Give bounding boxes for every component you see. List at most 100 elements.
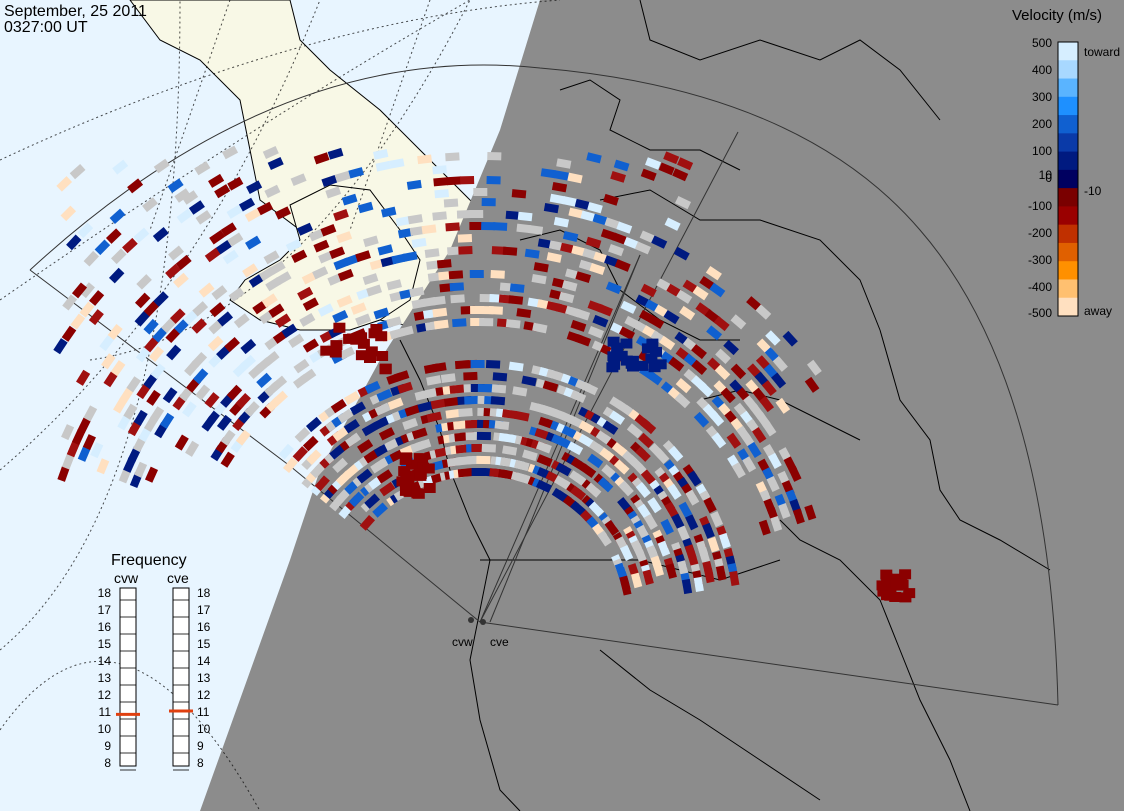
backscatter-cell bbox=[652, 560, 665, 577]
backscatter-cell bbox=[53, 338, 68, 355]
backscatter-cell bbox=[665, 563, 677, 579]
backscatter-cell bbox=[626, 454, 643, 471]
backscatter-cell bbox=[646, 370, 663, 386]
backscatter-cell bbox=[399, 454, 412, 465]
backscatter-cell bbox=[406, 459, 418, 470]
backscatter-cell bbox=[505, 210, 521, 220]
backscatter-cell bbox=[302, 435, 319, 452]
backscatter-cell bbox=[469, 269, 484, 279]
backscatter-cell bbox=[372, 502, 388, 518]
backscatter-cell bbox=[436, 259, 452, 269]
backscatter-cell bbox=[136, 274, 152, 290]
backscatter-cell bbox=[434, 189, 450, 199]
backscatter-cell bbox=[431, 362, 447, 373]
backscatter-cell bbox=[522, 449, 538, 462]
backscatter-cell bbox=[685, 514, 699, 531]
backscatter-cell bbox=[709, 410, 725, 427]
backscatter-cell bbox=[876, 580, 889, 591]
backscatter-cell bbox=[567, 172, 583, 184]
backscatter-cell bbox=[491, 384, 507, 394]
backscatter-cell bbox=[71, 282, 88, 299]
backscatter-cell bbox=[533, 262, 549, 273]
backscatter-cell bbox=[166, 344, 182, 361]
backscatter-cell bbox=[703, 497, 717, 514]
backscatter-cell bbox=[558, 291, 575, 304]
backscatter-cell bbox=[363, 235, 379, 248]
backscatter-cell bbox=[70, 313, 86, 330]
backscatter-cell bbox=[730, 363, 747, 380]
backscatter-cell bbox=[532, 322, 548, 334]
frequency-title: Frequency bbox=[111, 552, 187, 569]
backscatter-cell bbox=[378, 427, 395, 441]
backscatter-cell bbox=[502, 409, 517, 420]
backscatter-cell bbox=[357, 439, 374, 454]
backscatter-cell bbox=[362, 273, 379, 286]
backscatter-cell bbox=[607, 336, 620, 347]
backscatter-cell bbox=[458, 408, 473, 417]
backscatter-cell bbox=[634, 241, 651, 255]
backscatter-cell bbox=[317, 303, 334, 317]
backscatter-cell bbox=[663, 309, 680, 325]
backscatter-cell bbox=[204, 392, 220, 409]
backscatter-cell bbox=[343, 391, 361, 405]
frequency-scale-label: 13 bbox=[98, 671, 112, 685]
backscatter-cell bbox=[648, 314, 665, 329]
backscatter-cell bbox=[731, 462, 746, 479]
backscatter-cell bbox=[262, 145, 279, 160]
colorbar-swatch bbox=[1058, 96, 1078, 116]
backscatter-cell bbox=[775, 397, 791, 414]
backscatter-cell bbox=[357, 201, 374, 214]
backscatter-cell bbox=[172, 272, 189, 289]
backscatter-cell bbox=[469, 221, 484, 231]
backscatter-cell bbox=[148, 346, 165, 363]
colorbar-tick-label: -10 bbox=[1084, 184, 1102, 198]
backscatter-cell bbox=[61, 325, 77, 342]
backscatter-cell bbox=[766, 475, 780, 493]
backscatter-cell bbox=[325, 186, 342, 199]
backscatter-cell bbox=[66, 441, 80, 458]
backscatter-cell bbox=[300, 368, 317, 384]
backscatter-cell bbox=[204, 247, 221, 263]
backscatter-cell bbox=[404, 404, 421, 417]
backscatter-cell bbox=[348, 491, 365, 508]
frequency-scale-label: 16 bbox=[197, 620, 211, 634]
backscatter-cell bbox=[592, 314, 609, 328]
backscatter-cell bbox=[143, 300, 160, 317]
backscatter-cell bbox=[135, 346, 151, 363]
backscatter-cell bbox=[707, 536, 720, 553]
colorbar-tick-label: 200 bbox=[1032, 117, 1052, 131]
backscatter-cell bbox=[423, 483, 436, 493]
backscatter-cell bbox=[83, 405, 98, 422]
backscatter-cell bbox=[142, 197, 158, 213]
backscatter-cell bbox=[479, 317, 494, 327]
frequency-scale-label: 9 bbox=[104, 739, 111, 753]
backscatter-cell bbox=[61, 453, 75, 470]
backscatter-cell bbox=[613, 459, 630, 475]
backscatter-cell bbox=[211, 285, 228, 301]
backscatter-cell bbox=[220, 222, 237, 237]
backscatter-cell bbox=[149, 406, 165, 423]
backscatter-cell bbox=[625, 358, 638, 369]
backscatter-cell bbox=[697, 381, 714, 398]
backscatter-cell bbox=[377, 244, 394, 256]
backscatter-cell bbox=[742, 456, 757, 473]
backscatter-cell bbox=[592, 213, 609, 226]
backscatter-cell bbox=[397, 381, 413, 394]
backscatter-cell bbox=[376, 351, 389, 361]
backscatter-cell bbox=[77, 445, 91, 462]
backscatter-cell bbox=[730, 314, 747, 330]
colorbar-tick-label: -100 bbox=[1028, 199, 1052, 213]
backscatter-cell bbox=[405, 470, 418, 481]
backscatter-cell bbox=[804, 376, 820, 393]
backscatter-cell bbox=[459, 175, 475, 185]
backscatter-cell bbox=[370, 324, 383, 334]
colorbar-swatch bbox=[1058, 206, 1078, 226]
backscatter-cell bbox=[291, 249, 308, 263]
backscatter-cell bbox=[299, 312, 316, 327]
backscatter-cell bbox=[235, 392, 252, 409]
backscatter-cell bbox=[457, 468, 473, 478]
backscatter-cell bbox=[481, 221, 496, 231]
backscatter-cell bbox=[645, 157, 661, 170]
backscatter-cell bbox=[512, 386, 528, 397]
backscatter-cell bbox=[294, 427, 311, 443]
